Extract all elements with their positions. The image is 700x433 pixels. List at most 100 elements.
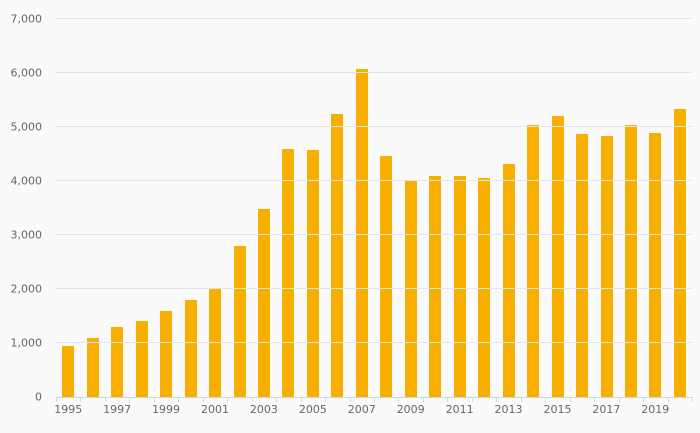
bar-2010 [429, 176, 442, 397]
bar-slot-2000 [178, 19, 202, 397]
bar-slot-1999 [154, 19, 178, 397]
bar-2017 [600, 135, 613, 397]
x-axis-tick [56, 397, 57, 402]
y-axis-label: 6,000 [10, 66, 43, 80]
x-axis-tick [349, 397, 351, 402]
x-axis-label-2009: 2009 [396, 403, 425, 416]
bar-slot-2001 [203, 19, 227, 397]
x-axis-tick [692, 397, 693, 402]
x-axis-label-2013: 2013 [494, 403, 523, 416]
bar-2014 [527, 124, 540, 397]
bar-slot-1998 [129, 19, 153, 397]
x-axis-tick [643, 397, 645, 402]
bar-slot-2005 [301, 19, 325, 397]
bar-2005 [306, 150, 319, 397]
bar-2015 [551, 116, 564, 397]
bar-2007 [355, 68, 368, 397]
x-axis-tick [447, 397, 449, 402]
bar-slot-2018 [619, 19, 643, 397]
bar-2004 [282, 149, 295, 397]
x-axis-tick [80, 397, 82, 402]
bar-slot-2004 [276, 19, 300, 397]
bar-slot-2008 [374, 19, 398, 397]
x-axis-label-2005: 2005 [298, 403, 327, 416]
bar-slot-2007 [350, 19, 374, 397]
x-axis-tick [129, 397, 131, 402]
bar-slot-2017 [594, 19, 618, 397]
bar-slot-1995 [56, 19, 80, 397]
x-axis-tick [227, 397, 229, 402]
bar-slot-2003 [252, 19, 276, 397]
bar-2019 [649, 132, 662, 397]
bar-2011 [453, 176, 466, 397]
x-axis-label-1997: 1997 [103, 403, 132, 416]
bar-1995 [62, 345, 75, 397]
bar-slot-2002 [227, 19, 251, 397]
x-axis-tick [178, 397, 180, 402]
x-axis-tick [422, 397, 424, 402]
plot-area [56, 18, 693, 402]
x-axis-tick [374, 397, 375, 402]
y-axis-label: 5,000 [10, 120, 43, 134]
x-axis-tick [520, 397, 522, 402]
x-axis-label-2019: 2019 [641, 403, 670, 416]
y-axis-labels: 0 1,000 2,000 3,000 4,000 5,000 6,000 7,000 [0, 13, 43, 404]
x-axis-labels: 1995 1997 1999 2001 2003 2005 2007 2009 2011 2013… [54, 398, 692, 422]
bar-2009 [404, 181, 417, 397]
x-axis-tick [300, 397, 302, 402]
bar-slot-2019 [643, 19, 667, 397]
gridline [56, 72, 692, 73]
bar-2003 [257, 209, 270, 397]
y-axis-label: 2,000 [10, 282, 43, 296]
bar-slot-2015 [545, 19, 569, 397]
bar-slot-2016 [570, 19, 594, 397]
gridline [56, 288, 692, 289]
bar-slot-2010 [423, 19, 447, 397]
bar-1998 [135, 321, 148, 397]
bar-1997 [111, 326, 124, 397]
x-axis-tick [398, 397, 400, 402]
bar-slot-1997 [105, 19, 129, 397]
bar-slot-2014 [521, 19, 545, 397]
bar-slot-2009 [399, 19, 423, 397]
gridline [56, 126, 692, 127]
gridline [56, 18, 692, 19]
bar-slot-2013 [496, 19, 520, 397]
bar-2008 [380, 155, 393, 397]
bar-2000 [184, 299, 197, 397]
gridline [56, 342, 692, 343]
x-axis-tick [569, 397, 571, 402]
x-axis-tick [153, 397, 155, 402]
gridline [56, 234, 692, 235]
y-axis-label: 1,000 [10, 336, 43, 350]
x-axis-label-2015: 2015 [543, 403, 572, 416]
x-axis-label-2007: 2007 [347, 403, 376, 416]
x-axis-tick [276, 397, 278, 402]
x-axis-tick [471, 397, 473, 402]
x-axis-label-2003: 2003 [249, 403, 278, 416]
bar-1999 [160, 310, 173, 397]
x-axis-tick [251, 397, 253, 402]
bar-2001 [209, 289, 222, 397]
x-axis-label-2011: 2011 [445, 403, 474, 416]
x-axis-label-1995: 1995 [54, 403, 83, 416]
x-axis-tick [545, 397, 547, 402]
y-axis-label: 3,000 [10, 228, 43, 242]
bar-slot-2012 [472, 19, 496, 397]
bar-slot-2006 [325, 19, 349, 397]
bar-2016 [576, 134, 589, 397]
x-axis-tick [104, 397, 106, 402]
y-axis-label: 0 [35, 390, 42, 404]
x-axis-tick [667, 397, 669, 402]
bar-2020 [673, 108, 686, 397]
x-axis-tick [618, 397, 620, 402]
y-axis-label: 4,000 [10, 174, 43, 188]
bar-2002 [233, 245, 246, 397]
bar-slot-1996 [80, 19, 104, 397]
bar-slot-2011 [448, 19, 472, 397]
bars [56, 19, 692, 397]
x-axis-tick [325, 397, 327, 402]
x-axis-tick [496, 397, 498, 402]
x-axis-label-2001: 2001 [201, 403, 229, 416]
